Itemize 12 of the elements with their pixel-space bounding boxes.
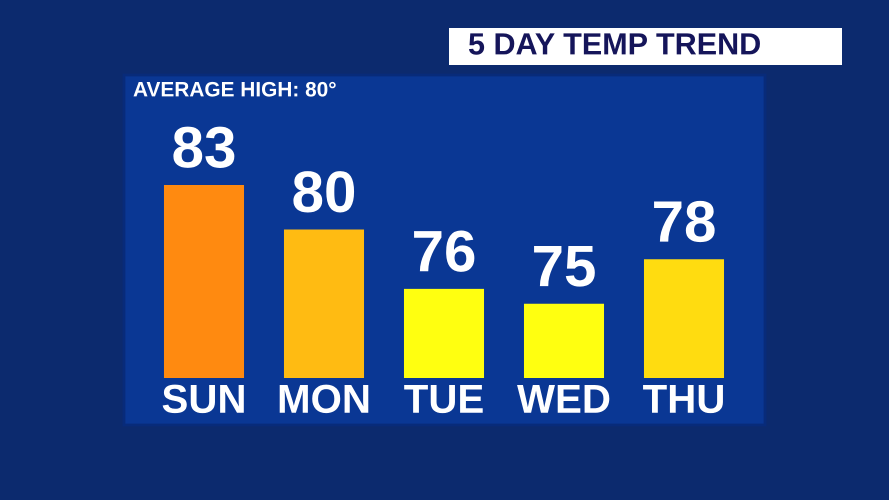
- x-tick-label: WED: [517, 385, 610, 413]
- data-label: 75: [534, 246, 595, 287]
- x-tick-label: THU: [643, 385, 723, 414]
- data-label: 80: [293, 171, 354, 212]
- x-tick-label: SUN: [162, 384, 244, 414]
- data-label: 76: [414, 230, 474, 272]
- text: AVERAGE HIGH: 80°: [134, 82, 336, 97]
- data-label: 83: [173, 126, 234, 168]
- chart-title: 5 DAY TEMP TREND: [468, 33, 760, 55]
- data-label: 78: [654, 200, 715, 242]
- x-tick-label: TUE: [404, 385, 483, 414]
- x-tick-label: MON: [280, 384, 368, 414]
